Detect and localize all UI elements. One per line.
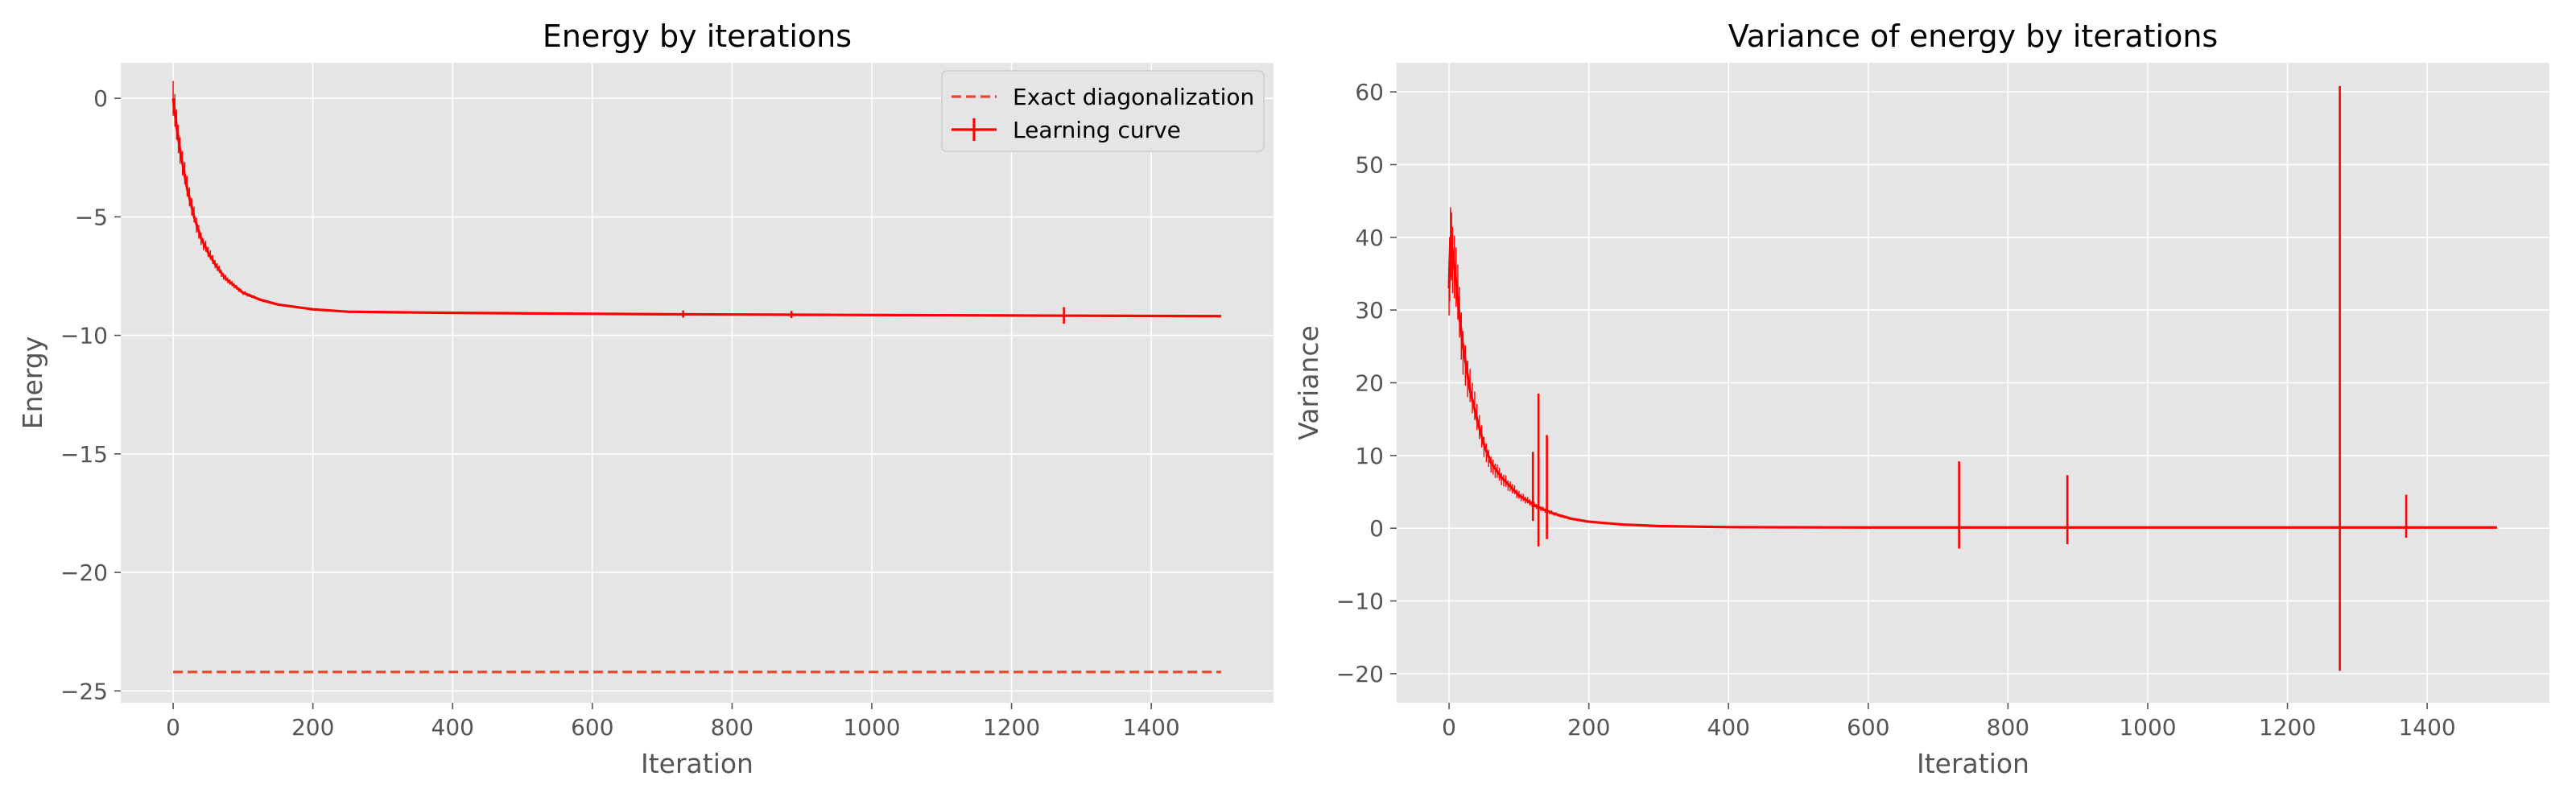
legend-box — [941, 70, 1265, 152]
y-tick-label: 20 — [1355, 370, 1384, 397]
x-tick-label: 1200 — [983, 714, 1040, 741]
x-tick-label: 600 — [1847, 714, 1889, 741]
y-tick-label: −20 — [1336, 661, 1384, 687]
learning-curve-line — [1447, 237, 2497, 529]
energy-panel: 0 200 400 600 800 1000 1200 1400 0 −5 −10 −15 −20 −25… — [17, 19, 1274, 779]
y-tick-label: 50 — [1355, 151, 1384, 178]
y-tick-label: 0 — [1369, 515, 1384, 542]
variance-chart-title: Variance of energy by iterations — [1728, 19, 2218, 54]
learning-curve-line — [171, 97, 1221, 318]
variance-x-axis-label: Iteration — [1917, 748, 2029, 779]
energy-chart-title: Energy by iterations — [543, 19, 852, 54]
legend: Exact diagonalization Learning curve — [941, 70, 1265, 152]
legend-label-learning: Learning curve — [1013, 117, 1181, 143]
variance-tick-labels: 0 200 400 600 800 1000 1200 1400 60 50 40 30 20 10 0 −1… — [1336, 79, 2456, 741]
x-tick-label: 1400 — [2398, 714, 2455, 741]
variance-marks — [1447, 85, 2497, 671]
y-tick-label: −10 — [1336, 588, 1384, 615]
variance-gridlines — [1397, 63, 2549, 703]
energy-tick-labels: 0 200 400 600 800 1000 1200 1400 0 −5 −10 −15 −20 −25 — [60, 85, 1180, 741]
x-tick-label: 600 — [571, 714, 613, 741]
x-tick-label: 400 — [1707, 714, 1750, 741]
y-tick-label: 30 — [1355, 297, 1384, 324]
x-tick-label: 0 — [166, 714, 180, 741]
x-tick-label: 1000 — [843, 714, 900, 741]
energy-x-axis-label: Iteration — [641, 748, 753, 779]
energy-plot-area — [121, 63, 1274, 703]
y-tick-label: 60 — [1355, 79, 1384, 105]
y-tick-label: −25 — [60, 678, 108, 704]
y-tick-label: 40 — [1355, 225, 1384, 251]
y-tick-label: −20 — [60, 559, 108, 586]
y-tick-label: 10 — [1355, 443, 1384, 469]
x-tick-label: 1000 — [2119, 714, 2176, 741]
x-tick-label: 800 — [1987, 714, 2029, 741]
x-tick-label: 200 — [1567, 714, 1610, 741]
y-tick-label: −15 — [60, 441, 108, 468]
x-tick-label: 400 — [431, 714, 474, 741]
legend-label-exact: Exact diagonalization — [1013, 84, 1254, 110]
energy-gridlines — [121, 63, 1274, 703]
x-tick-label: 200 — [291, 714, 334, 741]
x-tick-label: 1200 — [2259, 714, 2316, 741]
y-tick-label: −10 — [60, 323, 108, 349]
energy-y-axis-label: Energy — [17, 336, 48, 430]
x-tick-label: 0 — [1442, 714, 1456, 741]
energy-marks — [171, 80, 1221, 674]
y-tick-label: −5 — [75, 204, 108, 230]
variance-y-axis-label: Variance — [1293, 325, 1324, 440]
x-tick-label: 1400 — [1122, 714, 1179, 741]
variance-panel: 0 200 400 600 800 1000 1200 1400 60 50 40 30 20 10 0 −1… — [1293, 19, 2549, 779]
x-tick-label: 800 — [711, 714, 753, 741]
y-tick-label: 0 — [93, 85, 108, 112]
